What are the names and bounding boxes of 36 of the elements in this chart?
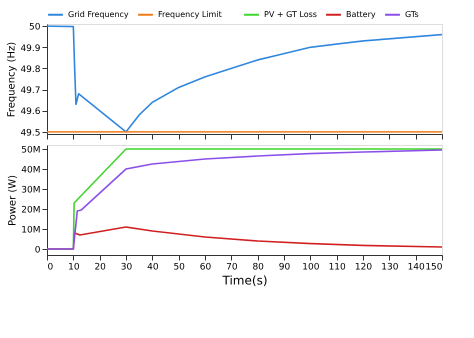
y-tick-label: 49.5 bbox=[20, 128, 40, 138]
x-tick-label: 70 bbox=[226, 262, 238, 272]
x-tick-label: 90 bbox=[278, 262, 290, 272]
y-tick-label: 50 bbox=[29, 22, 41, 33]
x-tick-label: 30 bbox=[120, 262, 132, 272]
x-tick-label: 20 bbox=[94, 262, 106, 272]
legend-label: PV + GT Loss bbox=[264, 10, 317, 19]
x-tick-label: 140 bbox=[408, 262, 426, 272]
y-tick-label: 30M bbox=[21, 186, 40, 196]
x-tick-label: 10 bbox=[68, 262, 80, 272]
y-axis-title: Power (W) bbox=[7, 174, 18, 226]
x-tick-label: 0 bbox=[48, 262, 54, 272]
y-tick-label: 49.9 bbox=[20, 44, 41, 54]
x-tick-label: 110 bbox=[328, 262, 346, 272]
x-tick-label: 150 bbox=[425, 262, 443, 272]
y-tick-label: 10M bbox=[21, 226, 40, 236]
x-tick-label: 50 bbox=[173, 262, 186, 272]
x-tick-label: 80 bbox=[252, 262, 264, 272]
y-tick-label: 40M bbox=[21, 166, 40, 176]
legend-label: Frequency Limit bbox=[158, 10, 222, 19]
legend-label: Battery bbox=[346, 10, 376, 19]
legend-label: GTs bbox=[405, 10, 419, 19]
y-tick-label: 50M bbox=[21, 146, 40, 156]
legend-label: Grid Frequency bbox=[68, 10, 129, 19]
x-tick-label: 60 bbox=[200, 262, 212, 272]
x-tick-label: 40 bbox=[147, 262, 159, 272]
y-tick-label: 0 bbox=[34, 246, 41, 256]
y-axis-title: Frequency (Hz) bbox=[6, 42, 18, 118]
y-tick-label: 49.8 bbox=[20, 64, 41, 75]
x-axis-title: Time(s) bbox=[222, 274, 268, 288]
y-tick-label: 49.6 bbox=[20, 107, 41, 118]
y-tick-label: 49.7 bbox=[20, 86, 40, 96]
y-tick-label: 20M bbox=[21, 206, 40, 216]
x-tick-label: 130 bbox=[381, 262, 399, 272]
x-tick-label: 100 bbox=[302, 262, 320, 272]
x-tick-label: 120 bbox=[354, 262, 372, 272]
